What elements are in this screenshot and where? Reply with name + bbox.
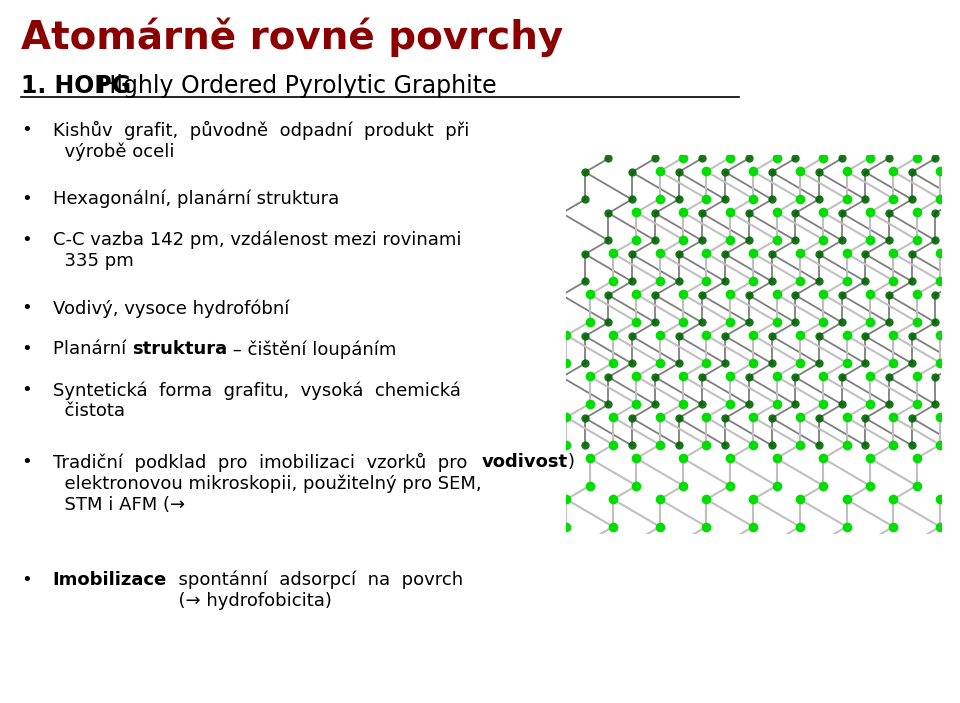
Text: C-C vazba 142 pm, vzdálenost mezi rovinami
  335 pm: C-C vazba 142 pm, vzdálenost mezi rovina… [53, 231, 462, 270]
Text: Atomárně rovné povrchy: Atomárně rovné povrchy [21, 18, 564, 57]
Text: Kishův  grafit,  původně  odpadní  produkt  při
  výrobě oceli: Kishův grafit, původně odpadní produkt p… [53, 121, 469, 162]
Text: ): ) [567, 453, 574, 471]
Text: Tradiční  podklad  pro  imobilizaci  vzorků  pro
  elektronovou mikroskopii, pou: Tradiční podklad pro imobilizaci vzorků … [53, 453, 481, 514]
Text: •: • [21, 381, 32, 399]
Text: •: • [21, 190, 32, 208]
Text: 1. HOPG: 1. HOPG [21, 74, 132, 98]
Text: Highly Ordered Pyrolytic Graphite: Highly Ordered Pyrolytic Graphite [91, 74, 497, 98]
Text: Syntetická  forma  grafitu,  vysoká  chemická
  čistota: Syntetická forma grafitu, vysoká chemick… [53, 381, 461, 420]
Text: spontánní  adsorpcí  na  povrch
  (→ hydrofobicita): spontánní adsorpcí na povrch (→ hydrofob… [167, 571, 463, 610]
Text: •: • [21, 299, 32, 318]
Text: •: • [21, 571, 32, 589]
Text: •: • [21, 231, 32, 249]
Text: struktura: struktura [132, 340, 227, 359]
Text: •: • [21, 121, 32, 139]
Text: •: • [21, 340, 32, 359]
Text: vodivost: vodivost [481, 453, 567, 471]
Text: Planární: Planární [53, 340, 132, 359]
Text: – čištění loupáním: – čištění loupáním [227, 340, 396, 359]
Text: Imobilizace: Imobilizace [53, 571, 167, 589]
Text: •: • [21, 453, 32, 471]
Text: Hexagonální, planární struktura: Hexagonální, planární struktura [53, 190, 339, 208]
Text: Vodivý, vysoce hydrofóbní: Vodivý, vysoce hydrofóbní [53, 299, 289, 318]
